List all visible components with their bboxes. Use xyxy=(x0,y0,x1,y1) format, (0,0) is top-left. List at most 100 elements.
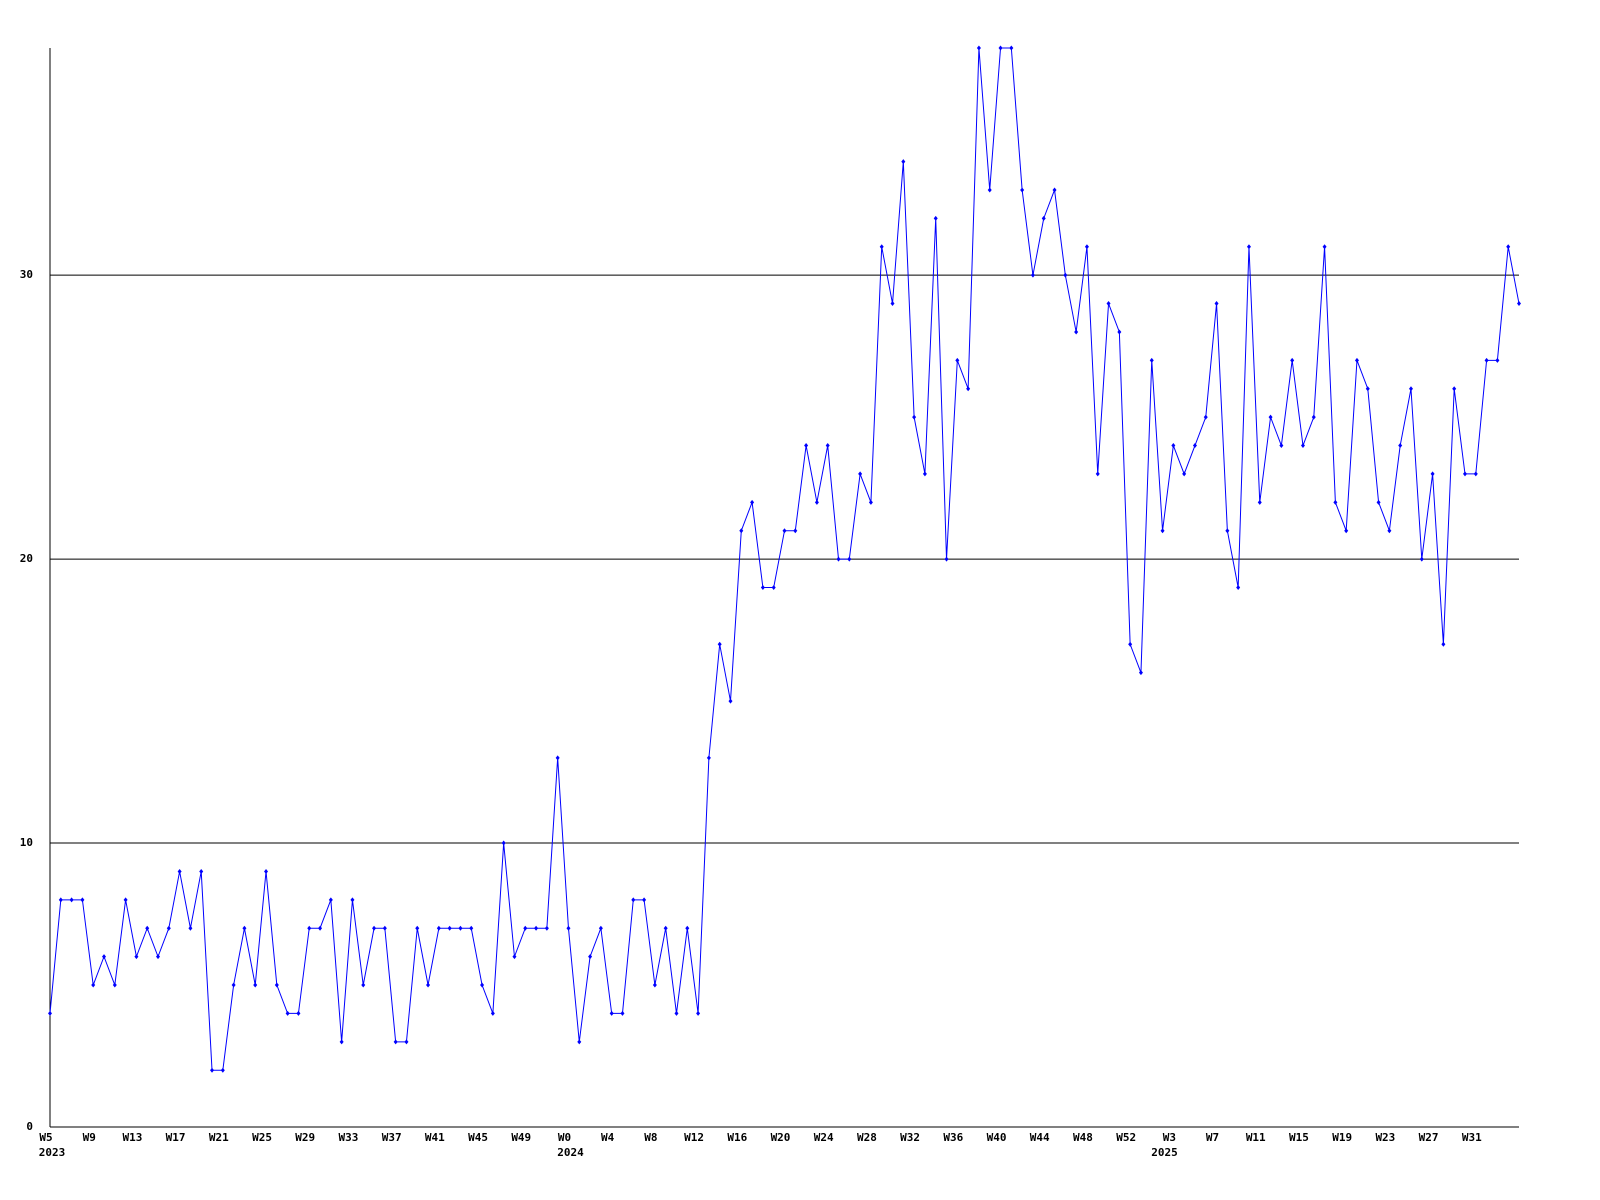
data-point xyxy=(1020,187,1025,193)
x-tick-label: W27 xyxy=(1419,1131,1439,1144)
x-tick-label: W33 xyxy=(339,1131,359,1144)
x-tick-label: W48 xyxy=(1073,1131,1093,1144)
x-tick-label: W9 xyxy=(83,1131,96,1144)
data-point xyxy=(1225,528,1230,534)
x-tick-label: W5 xyxy=(39,1131,52,1144)
data-point xyxy=(1484,357,1489,363)
data-point xyxy=(1279,443,1284,449)
x-tick-label: W11 xyxy=(1246,1131,1266,1144)
y-tick-label: 0 xyxy=(26,1120,33,1133)
data-point xyxy=(814,499,819,505)
data-point xyxy=(210,1067,215,1073)
data-point xyxy=(123,897,128,903)
x-tick-label: W44 xyxy=(1030,1131,1050,1144)
data-point xyxy=(922,471,927,477)
data-point xyxy=(1160,528,1165,534)
year-label: 2024 xyxy=(557,1146,584,1159)
data-point xyxy=(598,925,603,931)
data-point xyxy=(1495,357,1500,363)
data-point xyxy=(944,556,949,562)
data-point xyxy=(231,982,236,988)
x-tick-label: W13 xyxy=(122,1131,142,1144)
data-point xyxy=(696,1010,701,1016)
data-point xyxy=(879,244,884,250)
data-point xyxy=(620,1010,625,1016)
data-point xyxy=(242,925,247,931)
data-point xyxy=(685,925,690,931)
data-point xyxy=(933,215,938,221)
data-point xyxy=(1408,386,1413,392)
data-point xyxy=(1344,528,1349,534)
x-tick-label: W41 xyxy=(425,1131,445,1144)
data-point xyxy=(1452,386,1457,392)
data-point xyxy=(1095,471,1100,477)
data-point xyxy=(912,414,917,420)
data-point xyxy=(1398,443,1403,449)
data-point xyxy=(382,925,387,931)
data-point xyxy=(1419,556,1424,562)
data-point xyxy=(1009,45,1014,51)
data-point xyxy=(1430,471,1435,477)
data-point xyxy=(469,925,474,931)
data-point xyxy=(728,698,733,704)
x-tick-label: W37 xyxy=(382,1131,402,1144)
data-point xyxy=(836,556,841,562)
data-point xyxy=(318,925,323,931)
x-tick-label: W8 xyxy=(644,1131,657,1144)
data-point xyxy=(609,1010,614,1016)
x-tick-label: W40 xyxy=(987,1131,1007,1144)
x-tick-label: W7 xyxy=(1206,1131,1219,1144)
x-tick-label: W16 xyxy=(727,1131,747,1144)
data-point xyxy=(307,925,312,931)
data-point xyxy=(102,954,107,960)
data-point xyxy=(706,755,711,761)
y-tick-label: 20 xyxy=(20,552,33,565)
data-point xyxy=(750,499,755,505)
data-point xyxy=(663,925,668,931)
data-point xyxy=(534,925,539,931)
year-label: 2025 xyxy=(1151,1146,1178,1159)
data-point xyxy=(350,897,355,903)
x-tick-label: W25 xyxy=(252,1131,272,1144)
data-point xyxy=(1117,329,1122,335)
data-point xyxy=(1128,641,1133,647)
x-tick-label: W15 xyxy=(1289,1131,1309,1144)
data-point xyxy=(1182,471,1187,477)
data-point xyxy=(1041,215,1046,221)
data-point xyxy=(91,982,96,988)
data-point xyxy=(717,641,722,647)
data-point xyxy=(264,868,269,874)
x-tick-label: W4 xyxy=(601,1131,615,1144)
data-point xyxy=(966,386,971,392)
x-tick-label: W23 xyxy=(1375,1131,1395,1144)
data-point xyxy=(1192,443,1197,449)
data-point xyxy=(987,187,992,193)
data-point xyxy=(458,925,463,931)
data-point xyxy=(1171,443,1176,449)
data-point xyxy=(998,45,1003,51)
x-tick-label: W17 xyxy=(166,1131,186,1144)
data-point xyxy=(177,868,182,874)
data-point xyxy=(199,868,204,874)
x-tick-label: W29 xyxy=(295,1131,315,1144)
data-point xyxy=(760,585,765,590)
data-point xyxy=(1517,301,1521,307)
data-point xyxy=(1387,528,1392,534)
data-point xyxy=(566,925,571,931)
data-point xyxy=(58,897,63,903)
data-point xyxy=(1322,244,1327,250)
data-point xyxy=(739,528,744,534)
x-tick-label: W3 xyxy=(1163,1131,1176,1144)
data-point xyxy=(69,897,74,903)
data-point xyxy=(1257,499,1262,505)
x-tick-label: W36 xyxy=(943,1131,963,1144)
data-point xyxy=(1354,357,1359,363)
data-point xyxy=(1333,499,1338,505)
y-tick-label: 10 xyxy=(20,836,33,849)
data-point xyxy=(285,1010,290,1016)
data-point xyxy=(868,499,873,505)
data-point xyxy=(166,925,171,931)
data-point xyxy=(512,954,517,960)
data-point xyxy=(1063,272,1068,278)
data-point xyxy=(1365,386,1370,392)
